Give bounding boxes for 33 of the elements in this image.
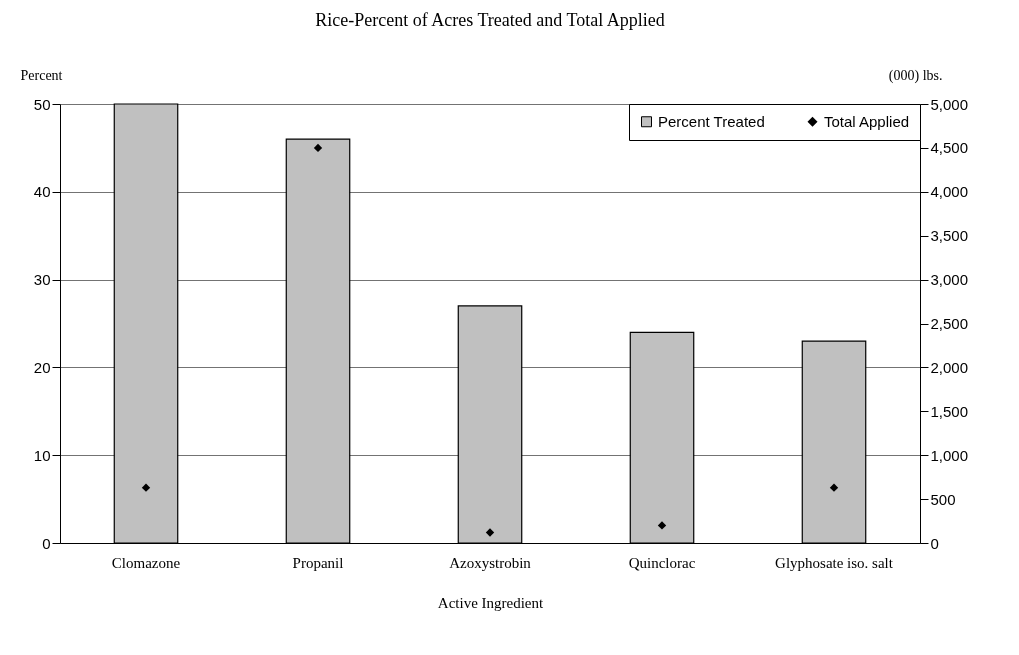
y2-tick-label: 4,500 xyxy=(930,139,969,157)
point xyxy=(485,528,495,537)
y2-tick-label: 2,500 xyxy=(930,315,969,332)
y-axis-title: Percent xyxy=(20,67,63,83)
y2-tick-label: 5,000 xyxy=(930,95,969,113)
y-tick-label: 20 xyxy=(33,358,51,376)
x-tick-label: Azoxystrobin xyxy=(449,554,532,571)
x-tick-label: Clomazone xyxy=(111,554,181,571)
y2-axis-title: (000) lbs. xyxy=(888,67,943,84)
y-tick-label: 10 xyxy=(33,446,51,464)
x-tick-label: Propanil xyxy=(292,554,344,571)
y2-tick-label: 3,000 xyxy=(930,271,969,289)
x-tick-label: Glyphosate iso. salt xyxy=(775,554,894,571)
y-tick-label: 0 xyxy=(42,534,51,552)
y2-tick-label: 1,500 xyxy=(930,402,969,420)
point xyxy=(657,521,667,530)
point xyxy=(313,143,323,153)
y-tick-label: 30 xyxy=(33,271,51,289)
x-axis-title: Active Ingredient xyxy=(437,594,545,611)
y2-tick-label: 3,500 xyxy=(930,227,969,245)
y2-tick-label: 4,000 xyxy=(930,183,969,201)
y2-tick-label: 0 xyxy=(930,534,939,552)
legend-label: Total Applied xyxy=(824,112,910,130)
y-tick-label: 40 xyxy=(33,183,51,201)
point xyxy=(829,483,839,492)
y2-tick-label: 1,000 xyxy=(930,446,969,464)
point xyxy=(141,483,151,492)
y2-tick-label: 500 xyxy=(930,490,956,508)
chart-title: Rice-Percent of Acres Treated and Total Applied xyxy=(315,10,665,30)
legend-label: Percent Treated xyxy=(658,112,765,130)
x-tick-label: Quinclorac xyxy=(628,554,696,571)
y-tick-label: 50 xyxy=(33,95,51,113)
y2-tick-label: 2,000 xyxy=(930,358,969,376)
